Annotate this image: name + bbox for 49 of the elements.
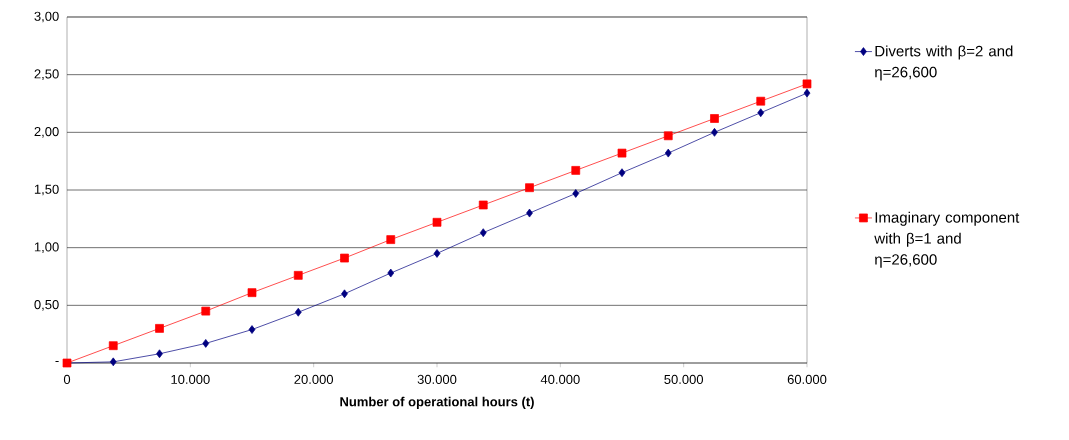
point	[618, 168, 626, 178]
point	[525, 183, 534, 193]
y-tick-label: 2,00	[34, 126, 59, 138]
x-tick-label: 60.000	[787, 374, 827, 384]
point	[663, 131, 673, 141]
y-tick-label: 2,50	[34, 69, 59, 81]
point	[711, 127, 718, 137]
point	[478, 200, 488, 210]
point	[108, 341, 118, 351]
y-tick-label: 1,00	[34, 242, 59, 254]
legend-label: Imaginary component with β=1 and η=26,600	[874, 211, 1020, 268]
point	[479, 228, 487, 238]
point	[156, 349, 163, 359]
x-tick-label: 0	[63, 374, 71, 384]
point	[247, 288, 257, 297]
point	[572, 189, 580, 198]
y-tick-label: 0,50	[34, 299, 59, 311]
point	[201, 306, 211, 316]
point	[248, 325, 256, 334]
x-tick-label: 10.000	[171, 374, 210, 384]
point	[526, 208, 533, 218]
x-tick-label: 40.000	[540, 374, 580, 384]
point	[664, 148, 672, 158]
point	[803, 88, 811, 98]
point	[802, 79, 812, 89]
point	[386, 235, 396, 244]
point	[293, 271, 303, 280]
point	[433, 249, 441, 258]
point	[757, 108, 765, 118]
point	[341, 289, 348, 299]
point	[155, 324, 164, 333]
point	[710, 114, 719, 123]
point	[294, 307, 302, 317]
y-tick-label: 1,50	[34, 184, 59, 196]
point	[202, 339, 210, 348]
y-tick-label: 3,00	[34, 11, 59, 23]
point	[387, 268, 395, 278]
legend-label: Diverts with β=2 and η=26,600	[875, 45, 1013, 81]
point	[432, 217, 442, 227]
point	[109, 357, 117, 367]
x-axis-title: Number of operational hours (t)	[340, 396, 534, 409]
x-tick-label: 50.000	[664, 374, 704, 384]
point	[756, 96, 766, 106]
point	[617, 148, 627, 158]
point	[340, 253, 349, 263]
point	[571, 166, 581, 175]
y-tick-label: -	[55, 361, 59, 363]
x-tick-label: 20.000	[294, 374, 334, 384]
x-tick-label: 30.000	[417, 374, 457, 384]
